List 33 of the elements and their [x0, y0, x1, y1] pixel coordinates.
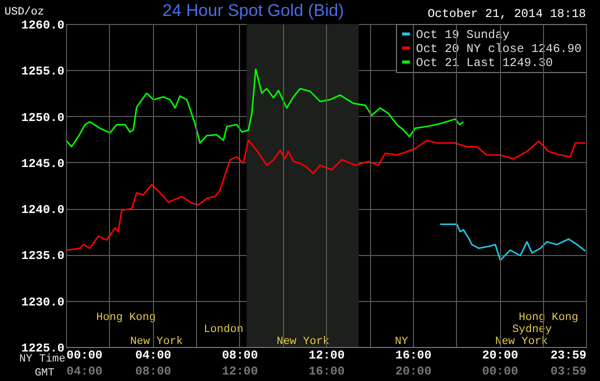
x2-tick-label: 20:00	[395, 364, 432, 378]
y-tick-label: 1230.0	[21, 295, 64, 310]
chart-title: 24 Hour Spot Gold (Bid)	[162, 1, 344, 20]
y-tick-label: 1260.0	[21, 18, 64, 32]
x-tick-label: 16:00	[395, 348, 432, 362]
y-tick-label: 1245.0	[21, 156, 64, 171]
annotation: New York	[130, 336, 184, 348]
text: October 21, 2014 18:18	[428, 7, 586, 21]
x2-tick-label: 08:00	[135, 364, 172, 378]
annotation: London	[204, 324, 244, 336]
x-tick-label: 08:00	[222, 348, 258, 362]
x-tick-label: 12:00	[308, 348, 345, 362]
x2-tick-label: 03:59	[550, 364, 586, 378]
x-tick-label: 04:00	[135, 348, 172, 362]
line-series	[66, 140, 586, 251]
x-tick-label: 20:00	[482, 348, 518, 362]
y-tick-label: 1250.0	[21, 110, 64, 125]
x-axis-title: NY Time	[19, 354, 66, 366]
y-tick-label: 1235.0	[21, 249, 64, 264]
x2-tick-label: 12:00	[222, 364, 258, 378]
x2-tick-label: 04:00	[66, 364, 103, 378]
line-series	[439, 224, 586, 261]
y-axis-title: USD/oz	[4, 6, 44, 18]
line-series	[65, 68, 464, 148]
y-tick-label: 1255.0	[21, 64, 64, 79]
y-tick-label: 1240.0	[21, 203, 64, 218]
annotation: NY	[394, 336, 408, 348]
annotation: Sydney	[512, 324, 552, 336]
x-tick-label: 00:00	[66, 348, 103, 362]
x2-tick-label: 00:00	[482, 364, 518, 378]
x2-axis-title: GMT	[34, 368, 55, 380]
x-tick-label: 23:59	[550, 348, 586, 362]
x2-tick-label: 16:00	[308, 364, 345, 378]
